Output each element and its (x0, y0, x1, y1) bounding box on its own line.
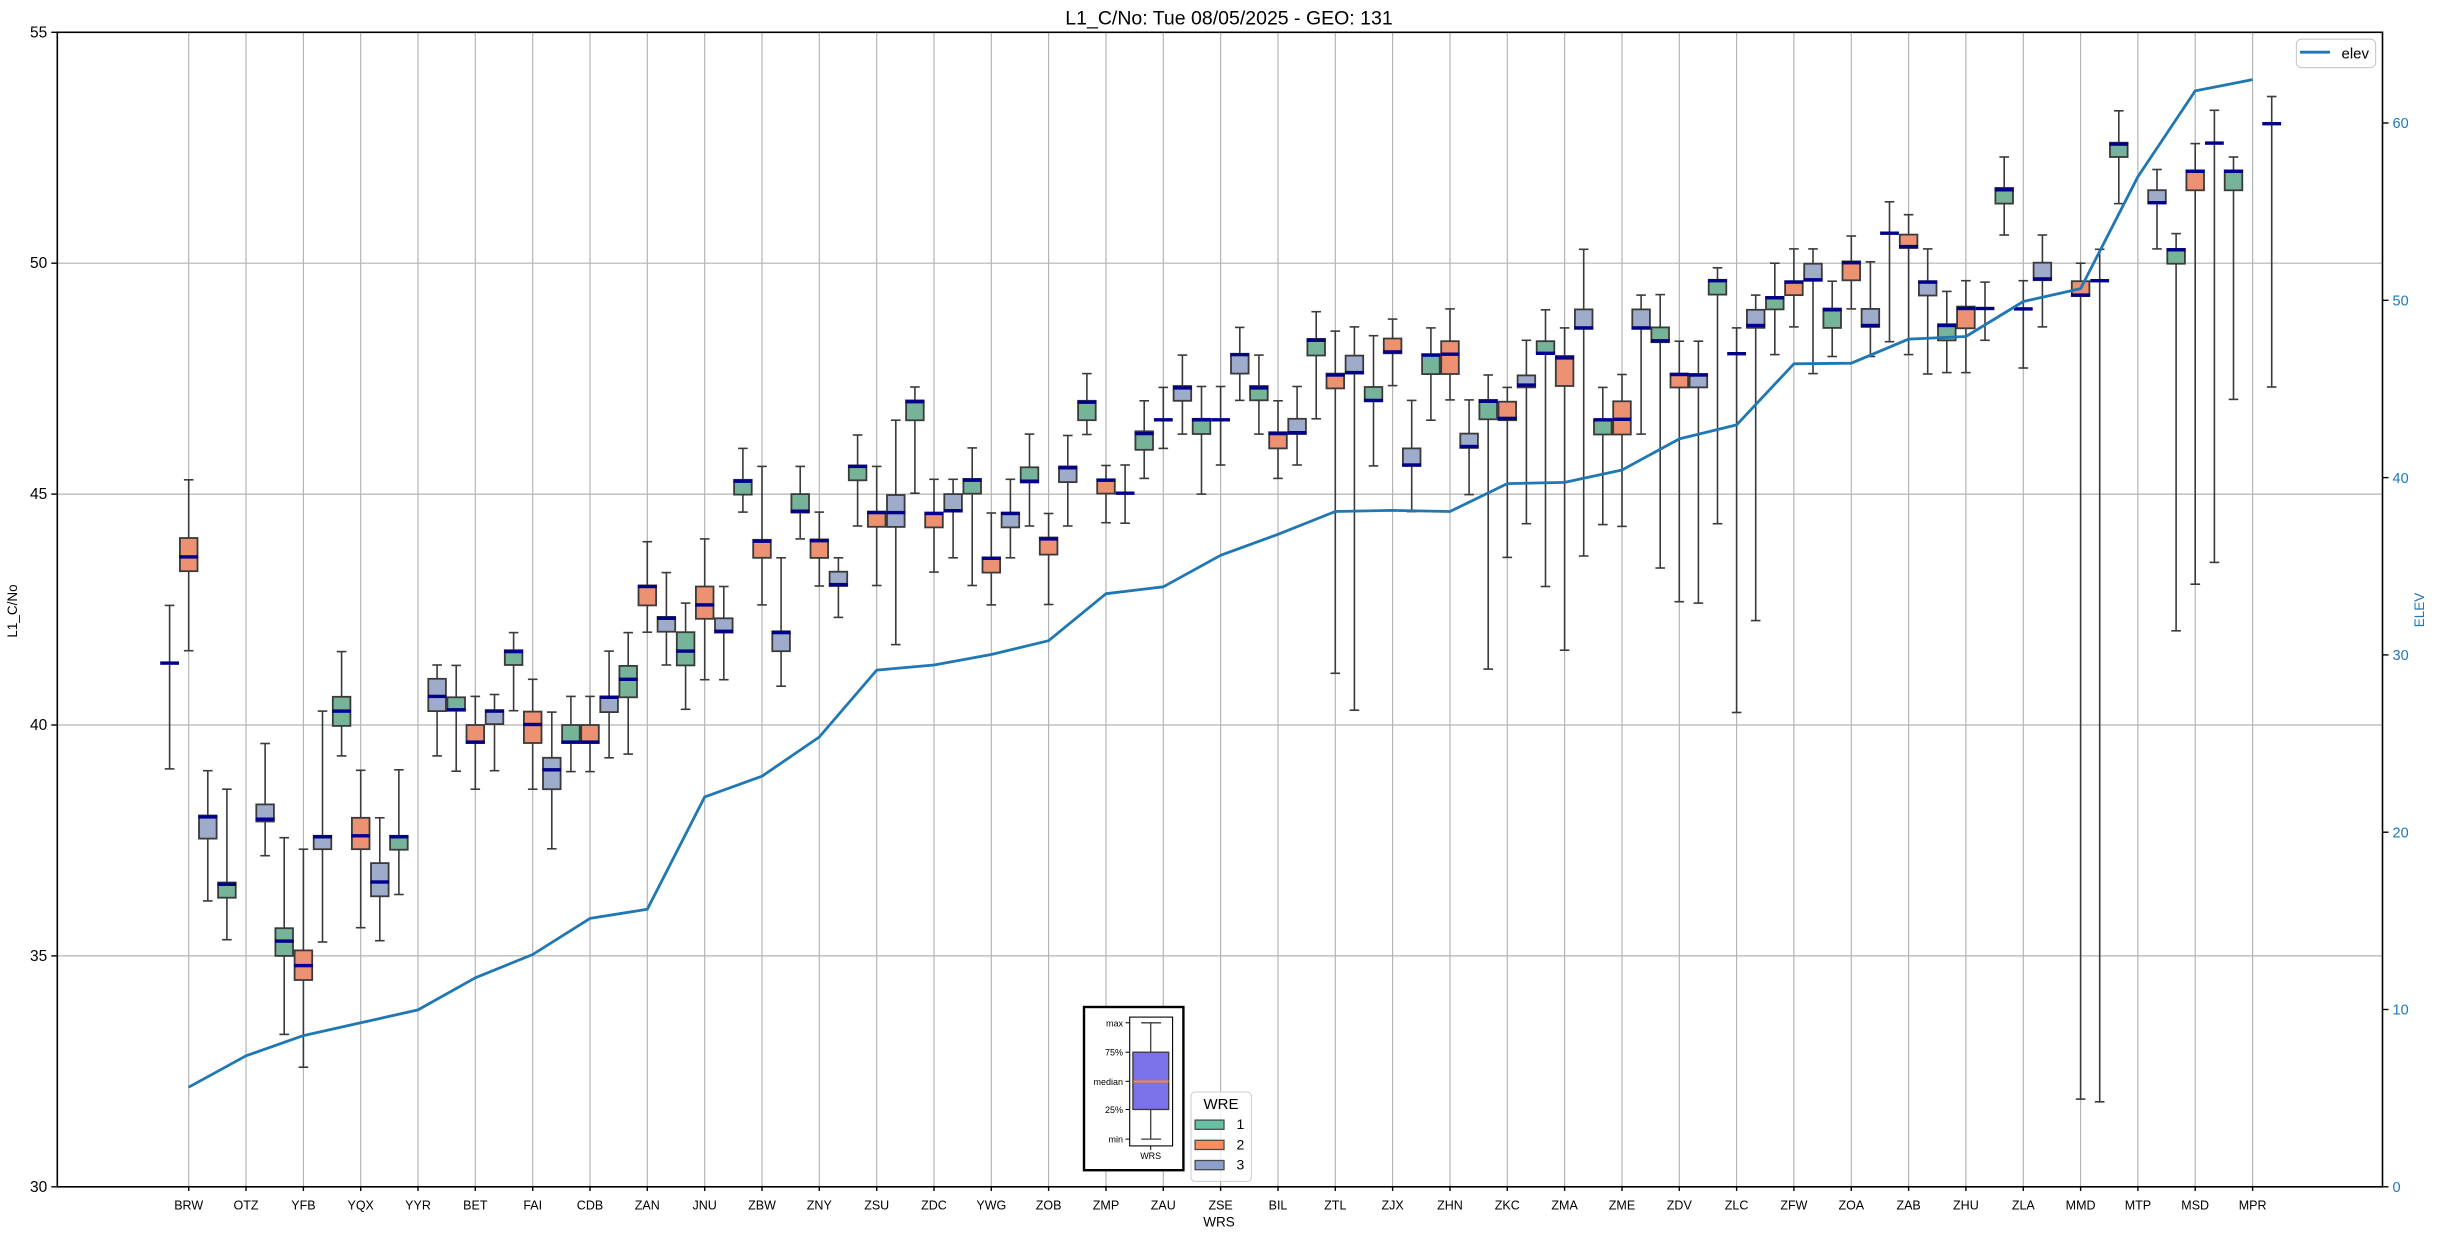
svg-text:MPR: MPR (2239, 1199, 2267, 1213)
svg-text:ZKC: ZKC (1495, 1199, 1520, 1213)
svg-text:40: 40 (2393, 471, 2409, 487)
svg-text:ZAB: ZAB (1896, 1199, 1920, 1213)
svg-text:min: min (1108, 1135, 1123, 1145)
svg-text:MSD: MSD (2181, 1199, 2209, 1213)
svg-text:BIL: BIL (1269, 1199, 1288, 1213)
svg-text:median: median (1093, 1077, 1123, 1087)
svg-text:MMD: MMD (2066, 1199, 2096, 1213)
svg-text:FAI: FAI (523, 1199, 542, 1213)
svg-text:OTZ: OTZ (234, 1199, 259, 1213)
svg-text:ZMA: ZMA (1551, 1199, 1578, 1213)
svg-text:ZFW: ZFW (1780, 1199, 1807, 1213)
svg-text:ZSE: ZSE (1208, 1199, 1232, 1213)
svg-text:BET: BET (463, 1199, 488, 1213)
svg-text:20: 20 (2393, 825, 2409, 841)
svg-text:50: 50 (30, 255, 48, 272)
svg-text:YQX: YQX (347, 1199, 374, 1213)
svg-text:ZLA: ZLA (2012, 1199, 2036, 1213)
svg-text:55: 55 (30, 24, 47, 41)
svg-text:ZSU: ZSU (864, 1199, 889, 1213)
svg-text:ZAN: ZAN (635, 1199, 660, 1213)
svg-text:25%: 25% (1105, 1105, 1123, 1115)
svg-text:1: 1 (1237, 1116, 1245, 1132)
svg-text:ZTL: ZTL (1324, 1199, 1346, 1213)
svg-text:60: 60 (2393, 116, 2409, 132)
svg-text:3: 3 (1237, 1157, 1245, 1173)
svg-text:2: 2 (1237, 1136, 1245, 1152)
svg-text:ZLC: ZLC (1725, 1199, 1749, 1213)
svg-text:ZAU: ZAU (1151, 1199, 1176, 1213)
svg-text:CDB: CDB (577, 1199, 603, 1213)
svg-text:ZOB: ZOB (1036, 1199, 1062, 1213)
svg-text:ZHN: ZHN (1437, 1199, 1463, 1213)
svg-text:40: 40 (30, 717, 48, 734)
svg-text:30: 30 (30, 1179, 48, 1196)
svg-text:ZJX: ZJX (1381, 1199, 1404, 1213)
svg-text:ZDV: ZDV (1667, 1199, 1693, 1213)
svg-text:ZHU: ZHU (1953, 1199, 1979, 1213)
svg-text:ZME: ZME (1609, 1199, 1635, 1213)
svg-text:35: 35 (30, 948, 47, 965)
svg-text:L1_C/No: L1_C/No (5, 584, 20, 637)
svg-text:YWG: YWG (976, 1199, 1006, 1213)
svg-text:ZOA: ZOA (1838, 1199, 1864, 1213)
svg-text:ZNY: ZNY (807, 1199, 833, 1213)
svg-text:YYR: YYR (405, 1199, 431, 1213)
svg-text:ZBW: ZBW (748, 1199, 776, 1213)
svg-text:WRS: WRS (1140, 1151, 1161, 1161)
svg-text:max: max (1106, 1018, 1124, 1028)
svg-text:75%: 75% (1105, 1048, 1123, 1058)
svg-text:BRW: BRW (174, 1199, 203, 1213)
svg-text:ZDC: ZDC (921, 1199, 947, 1213)
svg-text:30: 30 (2393, 648, 2409, 664)
svg-text:elev: elev (2342, 46, 2370, 63)
svg-text:0: 0 (2393, 1180, 2401, 1196)
svg-text:JNU: JNU (693, 1199, 717, 1213)
svg-text:WRE: WRE (1204, 1096, 1239, 1113)
svg-text:ZMP: ZMP (1093, 1199, 1119, 1213)
svg-text:L1_C/No: Tue 08/05/2025 - GEO:: L1_C/No: Tue 08/05/2025 - GEO: 131 (1065, 8, 1392, 30)
svg-text:ELEV: ELEV (2412, 593, 2427, 628)
svg-text:YFB: YFB (291, 1199, 315, 1213)
svg-text:10: 10 (2393, 1003, 2409, 1019)
svg-text:45: 45 (30, 486, 47, 503)
svg-text:WRS: WRS (1203, 1215, 1235, 1230)
svg-text:MTP: MTP (2125, 1199, 2151, 1213)
svg-text:50: 50 (2393, 294, 2409, 310)
